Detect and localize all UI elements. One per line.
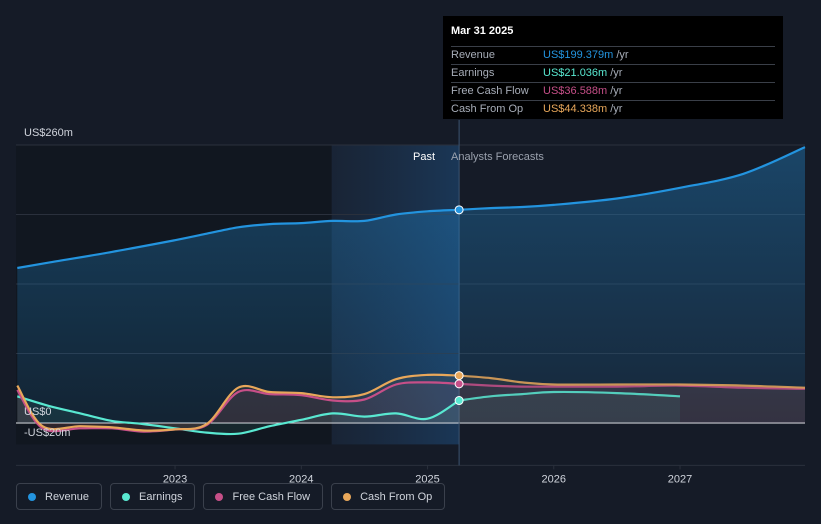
tooltip-row-free-cash-flow: Free Cash Flow US$36.588m /yr bbox=[451, 82, 775, 100]
tooltip-unit: /yr bbox=[616, 49, 629, 61]
revenue-line-past bbox=[17, 208, 460, 270]
tooltip-label: Earnings bbox=[451, 67, 495, 79]
tooltip-value: US$44.338m bbox=[543, 103, 608, 115]
legend: Revenue Earnings Free Cash Flow Cash Fro… bbox=[16, 483, 446, 510]
x-tick-label: 2025 bbox=[415, 473, 439, 485]
x-tick-label: 2024 bbox=[289, 473, 313, 485]
free-cash-flow-marker bbox=[454, 379, 464, 389]
tooltip-label: Cash From Op bbox=[451, 103, 524, 115]
cash-from-op-dot-icon bbox=[343, 492, 352, 501]
revenue-dot-icon bbox=[28, 492, 36, 501]
legend-item-free-cash-flow[interactable]: Free Cash Flow bbox=[203, 483, 324, 510]
earnings-dot-icon bbox=[122, 492, 131, 501]
legend-item-revenue[interactable]: Revenue bbox=[16, 483, 103, 510]
legend-label: Revenue bbox=[45, 490, 90, 503]
past-label: Past bbox=[413, 151, 435, 163]
tooltip-label: Free Cash Flow bbox=[451, 85, 529, 97]
tooltip-date: Mar 31 2025 bbox=[451, 25, 514, 37]
x-tick-label: 2023 bbox=[163, 473, 187, 485]
revenue-area bbox=[17, 147, 806, 423]
cash-from-op-marker bbox=[454, 371, 464, 381]
legend-label: Free Cash Flow bbox=[232, 490, 311, 503]
tooltip-row-earnings: Earnings US$21.036m /yr bbox=[451, 64, 775, 82]
cash-from-op-line-past bbox=[16, 373, 460, 432]
forecast-label: Analysts Forecasts bbox=[451, 151, 544, 163]
tooltip-row-cash-from-op: Cash From Op US$44.338m /yr bbox=[451, 100, 775, 118]
tooltip-unit: /yr bbox=[610, 103, 623, 115]
free-cash-flow-line-forecast bbox=[459, 382, 806, 390]
revenue-line-forecast bbox=[459, 146, 806, 211]
revenue-marker bbox=[454, 205, 464, 215]
tooltip-value: US$199.379m bbox=[543, 49, 614, 61]
tooltip: Mar 31 2025 Revenue US$199.379m /yr Earn… bbox=[443, 16, 783, 119]
y-axis-top-label: US$260m bbox=[24, 127, 73, 139]
x-tick-label: 2026 bbox=[542, 473, 566, 485]
y-axis-bottom-label: -US$20m bbox=[24, 427, 70, 439]
legend-label: Cash From Op bbox=[360, 490, 433, 503]
tooltip-unit: /yr bbox=[610, 85, 623, 97]
tooltip-label: Revenue bbox=[451, 49, 496, 61]
earnings-area bbox=[17, 391, 681, 435]
tooltip-row-revenue: Revenue US$199.379m /yr bbox=[451, 46, 775, 64]
free-cash-flow-line-past bbox=[16, 381, 460, 433]
tooltip-value: US$21.036m bbox=[543, 67, 608, 79]
legend-label: Earnings bbox=[139, 490, 183, 503]
cash-from-op-line-forecast bbox=[459, 374, 806, 389]
legend-item-cash-from-op[interactable]: Cash From Op bbox=[331, 483, 446, 510]
tooltip-unit: /yr bbox=[610, 67, 623, 79]
earnings-line-forecast bbox=[458, 390, 681, 402]
y-axis-zero-label: US$0 bbox=[24, 406, 52, 418]
earnings-marker bbox=[454, 396, 464, 406]
tooltip-value: US$36.588m bbox=[543, 85, 608, 97]
legend-item-earnings[interactable]: Earnings bbox=[110, 483, 196, 510]
free-cash-flow-dot-icon bbox=[215, 492, 224, 501]
x-tick-label: 2027 bbox=[668, 473, 692, 485]
earnings-line-past bbox=[16, 395, 460, 436]
